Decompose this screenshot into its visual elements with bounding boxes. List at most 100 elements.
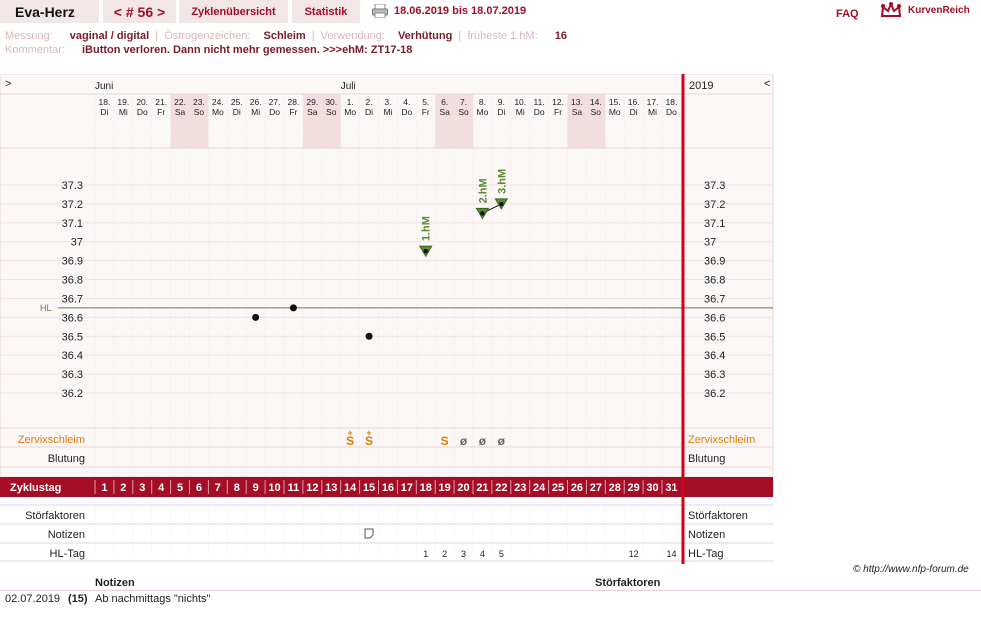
cycle-day-number: 4	[158, 482, 165, 494]
date-label: 4.	[403, 97, 410, 107]
weekday-label: Mi	[383, 107, 392, 117]
cycle-day-number: 17	[401, 482, 413, 494]
weekday-label: Mi	[648, 107, 657, 117]
weekday-label: Do	[666, 107, 677, 117]
hm-label: 1.hM	[421, 216, 433, 241]
weekday-label: Sa	[439, 107, 450, 117]
date-label: 15.	[609, 97, 621, 107]
temp-tick-right: 36.6	[704, 312, 725, 324]
date-label: 11.	[534, 97, 545, 107]
cervix-symbol: ø	[498, 434, 506, 448]
temp-tick-right: 36.7	[704, 293, 725, 305]
weekday-label: Mo	[609, 107, 621, 117]
temp-point	[289, 304, 297, 312]
temp-tick-right: 37.2	[704, 199, 725, 211]
crown-icon	[880, 2, 902, 17]
measurement-info: Messung: vaginal / digital | Östrogenzei…	[5, 30, 567, 42]
temp-tick-left: 36.5	[62, 331, 83, 343]
cycle-day-number: 7	[215, 482, 221, 494]
disturb-row-label-right: Störfaktoren	[688, 510, 748, 522]
oestrogen-value: Schleim	[263, 30, 306, 42]
messung-label: Messung:	[5, 30, 53, 42]
temp-tick-right: 37.1	[704, 218, 725, 230]
notes-row-label: Notizen	[48, 529, 85, 541]
tab-zyklenuebersicht[interactable]: Zyklenübersicht	[179, 0, 288, 23]
weekend-shade	[321, 94, 341, 148]
temp-tick-right: 36.5	[704, 331, 725, 343]
weekday-label: Do	[137, 107, 148, 117]
weekday-label: Fr	[157, 107, 165, 117]
note-date: 02.07.2019	[5, 593, 61, 605]
temp-tick-left: 36.6	[62, 312, 83, 324]
kommentar-label: Kommentar:	[5, 44, 65, 56]
temp-tick-left: 36.7	[62, 293, 83, 305]
cervix-symbol: S	[365, 434, 373, 448]
date-label: 30.	[325, 97, 337, 107]
messung-value: vaginal / digital	[69, 30, 150, 42]
cycle-day-number: 27	[590, 482, 602, 494]
cycle-day-number: 8	[234, 482, 240, 494]
temp-tick-right: 37.3	[704, 180, 725, 192]
weekday-label: Mo	[477, 107, 489, 117]
date-label: 27.	[269, 97, 281, 107]
cycle-chart: > <2019 Juni Juli 18. Di 19. Mi 20. Do 21. Fr 22. Sa 2…	[0, 73, 981, 567]
bleeding-row-label: Blutung	[48, 453, 85, 465]
kurvenreich-logo[interactable]: KurvenReich	[880, 2, 970, 18]
cervix-symbol: S	[441, 434, 449, 448]
weekday-label: So	[458, 107, 469, 117]
weekday-label: Mi	[119, 107, 128, 117]
logo-text: KurvenReich	[908, 4, 970, 16]
note-day: (15)	[68, 593, 88, 605]
faq-link[interactable]: FAQ	[836, 8, 859, 20]
weekend-shade	[170, 94, 190, 148]
date-label: 20.	[136, 97, 148, 107]
date-label: 10.	[514, 97, 526, 107]
cycle-day-number: 5	[177, 482, 183, 494]
cycle-navigator[interactable]: < # 56 >	[103, 0, 176, 23]
cycle-day-number: 29	[628, 482, 640, 494]
weekday-label: Mo	[344, 107, 356, 117]
cervix-plus: +	[348, 428, 353, 438]
hl-day-number: 5	[499, 549, 504, 559]
nav-left-arrow: >	[5, 78, 11, 90]
date-label: 1.	[347, 97, 354, 107]
date-label: 23.	[193, 97, 205, 107]
cycle-day-label: Zyklustag	[10, 482, 61, 494]
cervix-row-label: Zervixschleim	[18, 434, 85, 446]
temp-tick-left: 36.2	[62, 388, 83, 400]
date-label: 8.	[479, 97, 486, 107]
weekday-label: Sa	[175, 107, 186, 117]
temp-tick-left: 36.4	[62, 350, 83, 362]
cervix-symbol: S	[346, 434, 354, 448]
weekday-label: Di	[630, 107, 638, 117]
cycle-day-number: 3	[139, 482, 145, 494]
cycle-day-number: 14	[344, 482, 357, 494]
weekday-label: Mi	[516, 107, 525, 117]
date-range-text: 18.06.2019 bis 18.07.2019	[394, 5, 527, 17]
weekday-label: Fr	[422, 107, 430, 117]
date-label: 18.	[99, 97, 111, 107]
date-label: 5.	[422, 97, 429, 107]
cycle-day-number: 23	[514, 482, 526, 494]
temp-point	[423, 248, 428, 254]
tab-statistik[interactable]: Statistik	[292, 0, 360, 23]
printer-icon[interactable]	[372, 4, 388, 18]
year-label: 2019	[689, 80, 713, 92]
cycle-day-number: 28	[609, 482, 621, 494]
cycle-day-number: 16	[382, 482, 394, 494]
oestrogen-label: Östrogenzeichen:	[164, 30, 251, 42]
cycle-day-number: 2	[120, 482, 126, 494]
cycle-day-number: 30	[646, 482, 658, 494]
brand-name: Eva-Herz	[0, 0, 99, 23]
date-label: 24.	[212, 97, 224, 107]
cycle-day-number: 13	[325, 482, 337, 494]
hl-day-number: 4	[480, 549, 485, 559]
hl-day-number: 12	[629, 549, 639, 559]
date-label: 2.	[366, 97, 373, 107]
weekday-label: Mo	[212, 107, 224, 117]
date-label: 7.	[460, 97, 467, 107]
temp-point	[252, 313, 260, 321]
month-label: Juli	[341, 81, 356, 92]
chart-frame	[0, 73, 774, 491]
